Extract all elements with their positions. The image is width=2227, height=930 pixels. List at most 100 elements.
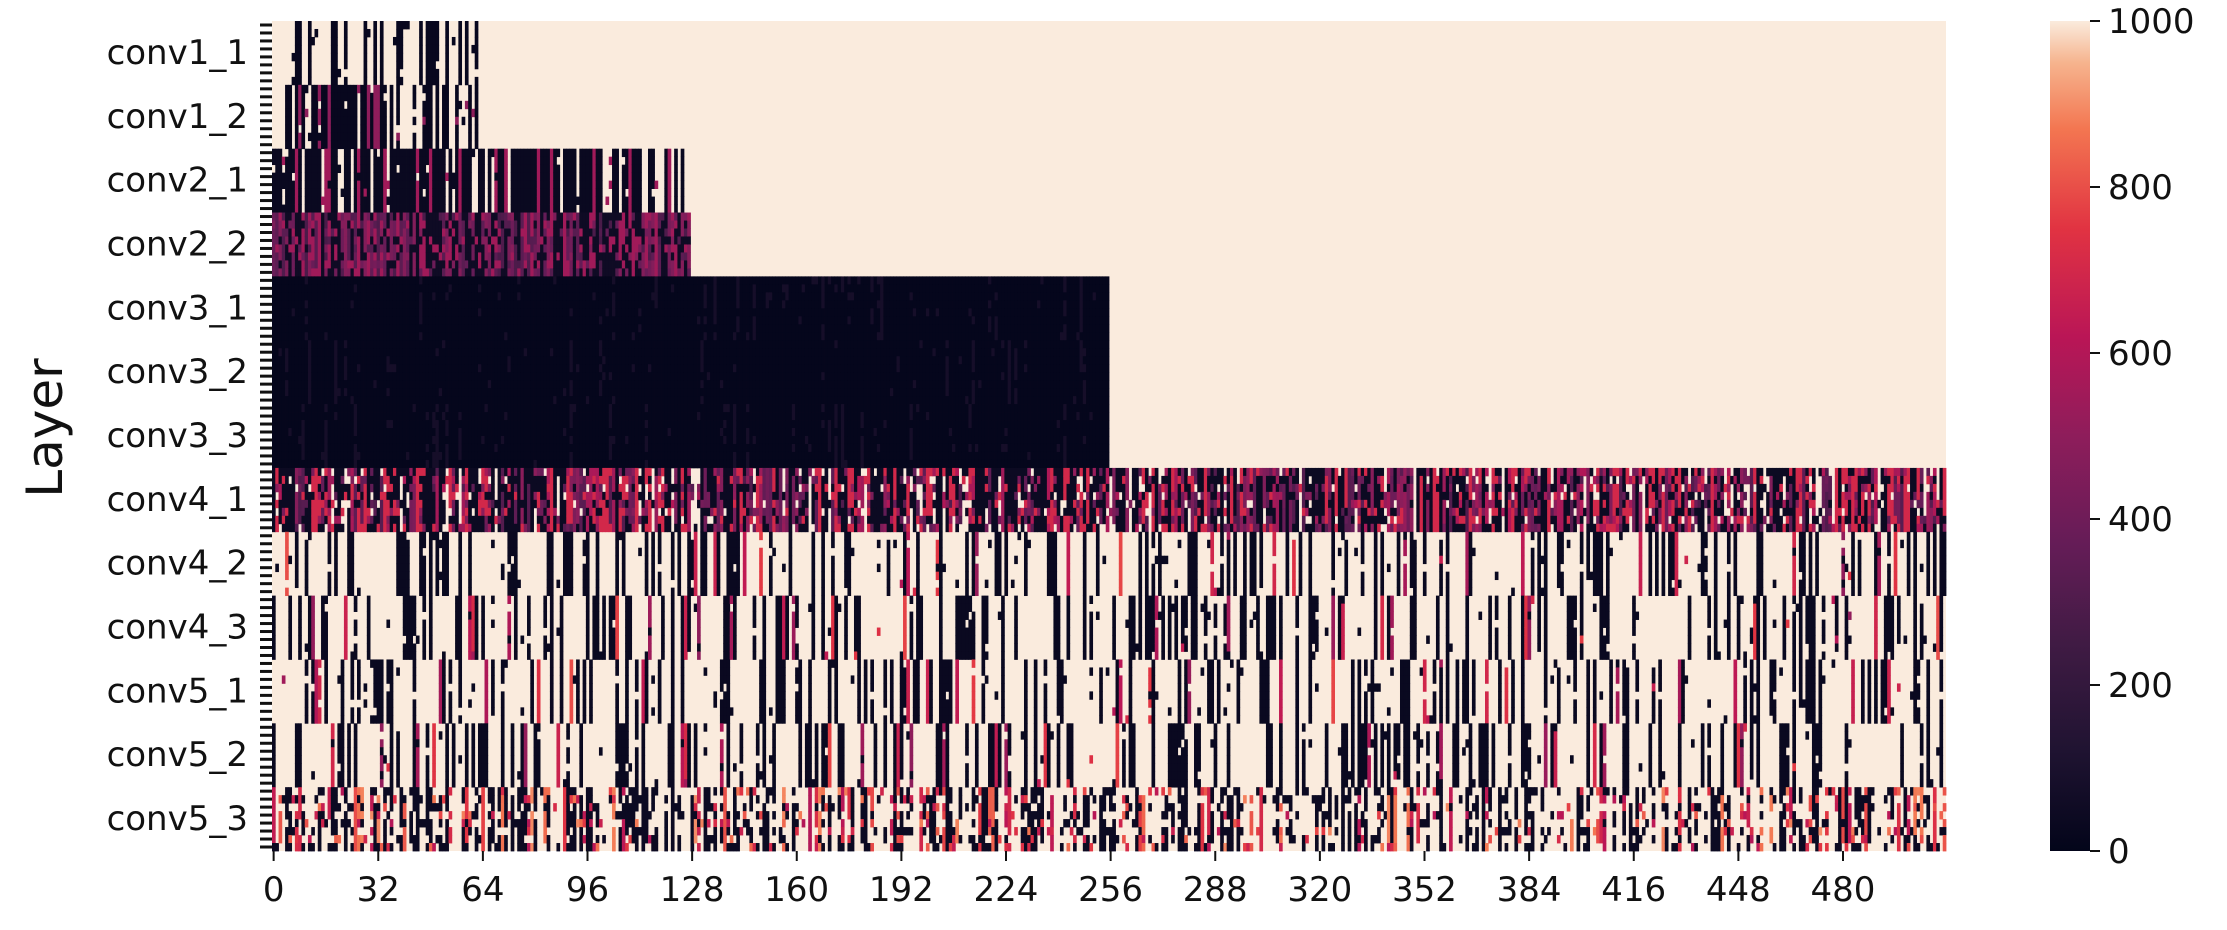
heatmap-cell [641,300,646,309]
heatmap-cell [520,156,525,166]
heatmap-cell [546,268,551,277]
heatmap-cell [513,148,518,158]
heatmap-cell [435,324,440,333]
heatmap-cell [327,236,332,245]
heatmap-cell [294,268,299,277]
heatmap-cell [487,196,492,205]
heatmap-cell [442,164,446,174]
heatmap-cell [628,228,633,237]
heatmap-cell [422,316,427,325]
heatmap-cell [661,212,665,221]
heatmap-cell [860,308,865,317]
heatmap-cell [445,348,449,357]
heatmap-cell [455,284,459,293]
heatmap-cell [621,188,626,197]
heatmap-cell [285,300,289,309]
heatmap-cell [422,364,427,373]
heatmap-cell [556,220,561,229]
heatmap-cell [533,340,538,349]
heatmap-cell [716,284,721,293]
heatmap-cell [317,284,322,293]
heatmap-cell [327,204,332,213]
heatmap-cell [317,220,322,229]
heatmap-cell [458,308,463,317]
heatmap-cell [612,292,616,301]
heatmap-cell [504,172,508,182]
heatmap-cell [399,52,404,62]
heatmap-cell [477,244,482,253]
heatmap-cell [340,92,345,102]
heatmap-cell [425,21,430,30]
heatmap-cell [435,212,440,221]
heatmap-cell [311,244,315,253]
heatmap-cell [1046,276,1051,285]
heatmap-cell [285,92,289,102]
heatmap-cell [307,364,312,373]
heatmap-cell [419,348,423,357]
heatmap-cell [762,324,767,333]
heatmap-cell [468,244,472,253]
heatmap-cell [396,148,400,158]
heatmap-cell [386,260,391,269]
heatmap-cell [870,276,874,285]
heatmap-cell [415,372,420,381]
heatmap-cell [549,220,554,229]
heatmap-cell [1092,332,1097,341]
heatmap-cell [520,180,525,189]
heatmap-cell [500,236,505,245]
heatmap-cell [281,252,286,261]
heatmap-cell [729,276,734,285]
heatmap-cell [1089,300,1094,309]
heatmap-cell [605,284,610,293]
heatmap-cell [595,300,600,309]
heatmap-cell [559,252,564,261]
heatmap-cell [716,276,721,285]
heatmap-cell [314,268,319,277]
heatmap-cell [1066,308,1071,317]
heatmap-cell [392,180,397,189]
heatmap-cell [1069,300,1074,309]
heatmap-cell [641,212,646,221]
heatmap-cell [520,188,525,197]
heatmap-cell [759,276,763,285]
heatmap-cell [664,148,669,158]
heatmap-cell [562,180,567,189]
heatmap-cell [392,268,397,277]
heatmap-cell [811,308,816,317]
heatmap-cell [634,164,639,174]
heatmap-cell [683,292,688,301]
heatmap-cell [386,316,391,325]
heatmap-cell [477,332,482,341]
heatmap-cell [687,292,691,301]
heatmap-cell [288,364,293,373]
heatmap-cell [938,324,943,333]
heatmap-cell [1014,292,1018,301]
heatmap-cell [468,180,472,189]
heatmap-cell [733,276,737,285]
heatmap-cell [1095,324,1100,333]
heatmap-cell [360,148,364,158]
heatmap-cell [576,220,580,229]
heatmap-cell [409,188,413,197]
heatmap-cell [520,292,525,301]
heatmap-cell [272,364,276,373]
heatmap-cell [455,92,459,102]
heatmap-cell [500,164,505,174]
heatmap-cell [294,21,299,30]
heatmap-cell [396,260,400,269]
heatmap-cell [540,156,544,166]
heatmap-cell [360,372,364,381]
heatmap-cell [621,204,626,213]
heatmap-cell [379,324,384,333]
heatmap-cell [415,236,420,245]
heatmap-cell [272,228,276,237]
heatmap-cell [1066,292,1071,301]
heatmap-cell [337,228,342,237]
heatmap-cell [657,212,662,221]
heatmap-cell [487,172,492,182]
heatmap-cell [392,252,397,261]
heatmap-cell [929,276,933,285]
heatmap-cell [307,52,312,62]
heatmap-cell [477,220,482,229]
heatmap-cell [321,92,325,102]
